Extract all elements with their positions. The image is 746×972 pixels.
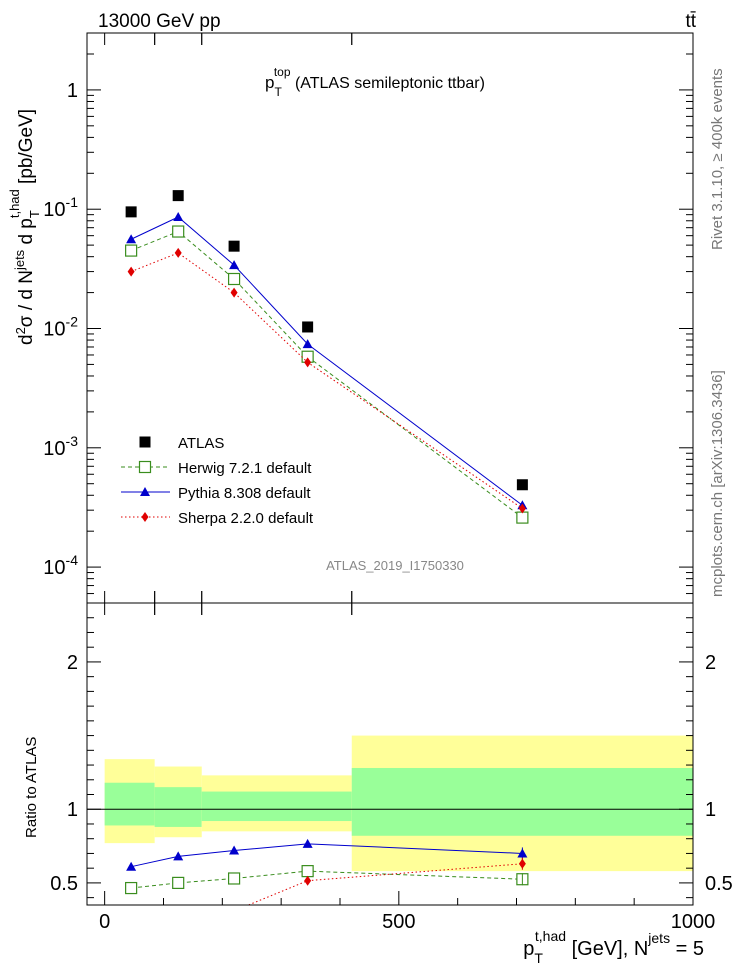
plot-title-p: p xyxy=(265,73,274,92)
ratio-point xyxy=(126,861,137,871)
ratio-tick-label-left: 2 xyxy=(67,652,78,674)
mcplots-label: mcplots.cern.ch [arXiv:1306.3436] xyxy=(709,370,726,597)
data-point xyxy=(228,240,240,252)
ratio-tick-label-right: 2 xyxy=(705,652,716,674)
data-point xyxy=(230,287,238,298)
ratio-y-ticks: 0.5 0.5 1 1 2 2 xyxy=(50,603,733,899)
series-atlas xyxy=(125,190,528,491)
ratio-uncertainty-bands xyxy=(87,735,693,872)
ratio-line xyxy=(131,870,523,889)
data-point xyxy=(172,190,184,202)
main-series xyxy=(125,190,529,524)
main-y-ticks: 10-4 10-3 10-2 10-1 1 xyxy=(43,32,693,604)
plot-title: pTtop (ATLAS semileptonic ttbar) xyxy=(265,65,485,99)
ratio-point xyxy=(173,851,184,861)
stat-uncertainty-band xyxy=(201,791,352,822)
ratio-point xyxy=(302,838,313,848)
data-point xyxy=(227,272,241,286)
y-tick-label: 10-1 xyxy=(43,194,78,221)
data-point xyxy=(174,247,182,258)
data-point xyxy=(302,321,314,333)
data-point xyxy=(173,212,184,222)
ratio-point xyxy=(172,876,185,890)
series-pythia xyxy=(126,212,528,510)
main-bin-ticks xyxy=(104,33,694,603)
x-axis-label: pTt,had [GeV], Njets = 5 xyxy=(523,928,704,966)
legend-label: Sherpa 2.2.0 default xyxy=(178,510,314,527)
data-point xyxy=(127,266,135,277)
data-point xyxy=(172,225,185,238)
ratio-plot-frame xyxy=(86,602,694,906)
data-point xyxy=(229,260,240,270)
ratio-series-sherpa xyxy=(247,857,526,905)
legend-marker xyxy=(139,436,151,448)
rivet-version-label: Rivet 3.1.10, ≥ 400k events xyxy=(709,68,726,250)
legend-entry: ATLAS xyxy=(139,435,224,452)
data-point xyxy=(302,339,313,349)
analysis-id: ATLAS_2019_I1750330 xyxy=(326,558,464,573)
legend: ATLAS Herwig 7.2.1 default Pythia 8.308 de… xyxy=(121,435,314,527)
legend-entry: Sherpa 2.2.0 default xyxy=(121,510,314,527)
data-point xyxy=(125,244,138,257)
ratio-point xyxy=(229,845,240,855)
y-tick-label: 10-4 xyxy=(43,552,78,579)
legend-entry: Herwig 7.2.1 default xyxy=(121,460,312,477)
plot-title-rest: (ATLAS semileptonic ttbar) xyxy=(291,75,485,92)
legend-label: Herwig 7.2.1 default xyxy=(178,460,312,477)
main-plot-panel: 10-4 10-3 10-2 10-1 1 pTtop (ATLAS semilepto… xyxy=(43,32,694,604)
legend-marker xyxy=(140,487,150,496)
ratio-tick-label-left: 0.5 xyxy=(50,873,78,895)
plot-title-sup: top xyxy=(274,65,291,79)
legend-label: Pythia 8.308 default xyxy=(178,485,311,502)
y-tick-label: 10-3 xyxy=(43,433,78,460)
ratio-tick-label-right: 1 xyxy=(705,799,716,821)
stat-uncertainty-band xyxy=(351,767,693,836)
data-point xyxy=(516,511,529,524)
stat-uncertainty-band xyxy=(154,787,202,827)
legend-entry: Pythia 8.308 default xyxy=(121,485,311,502)
ratio-point xyxy=(125,881,138,895)
ratio-point xyxy=(301,865,314,878)
legend-marker xyxy=(138,460,152,474)
series-sherpa xyxy=(127,247,526,514)
process-label: tt̄ xyxy=(685,11,696,32)
y-tick-label: 1 xyxy=(67,80,78,102)
ratio-plot-panel: 0.5 0.5 1 1 2 2 xyxy=(50,602,733,906)
x-tick-label: 500 xyxy=(382,911,415,933)
data-point xyxy=(125,206,137,218)
series-herwig xyxy=(125,225,529,524)
x-tick-label: 0 xyxy=(99,911,110,933)
data-point xyxy=(518,503,526,514)
legend-label: ATLAS xyxy=(178,435,224,452)
y-tick-label: 10-2 xyxy=(43,314,78,341)
ratio-point xyxy=(304,875,312,886)
ratio-line xyxy=(247,863,523,905)
data-point xyxy=(126,234,137,244)
ratio-tick-label-left: 1 xyxy=(67,799,78,821)
x-tick-label: 1000 xyxy=(671,911,716,933)
ratio-series-pythia xyxy=(126,838,528,871)
legend-marker xyxy=(141,512,149,522)
ratio-series xyxy=(125,838,529,905)
ratio-tick-label-right: 0.5 xyxy=(705,873,733,895)
main-y-label: d2σ / d Njets d pTt,had [pb/GeV] xyxy=(7,109,42,345)
data-point xyxy=(304,357,312,368)
energy-label: 13000 GeV pp xyxy=(98,11,221,32)
plot-title-sub: T xyxy=(274,85,282,99)
ratio-y-label: Ratio to ATLAS xyxy=(23,737,40,838)
ratio-point xyxy=(227,872,241,885)
stat-uncertainty-band xyxy=(104,782,155,826)
ratio-series-herwig xyxy=(125,865,529,895)
x-axis: 0 500 1000 xyxy=(99,891,715,933)
data-point xyxy=(516,479,528,491)
